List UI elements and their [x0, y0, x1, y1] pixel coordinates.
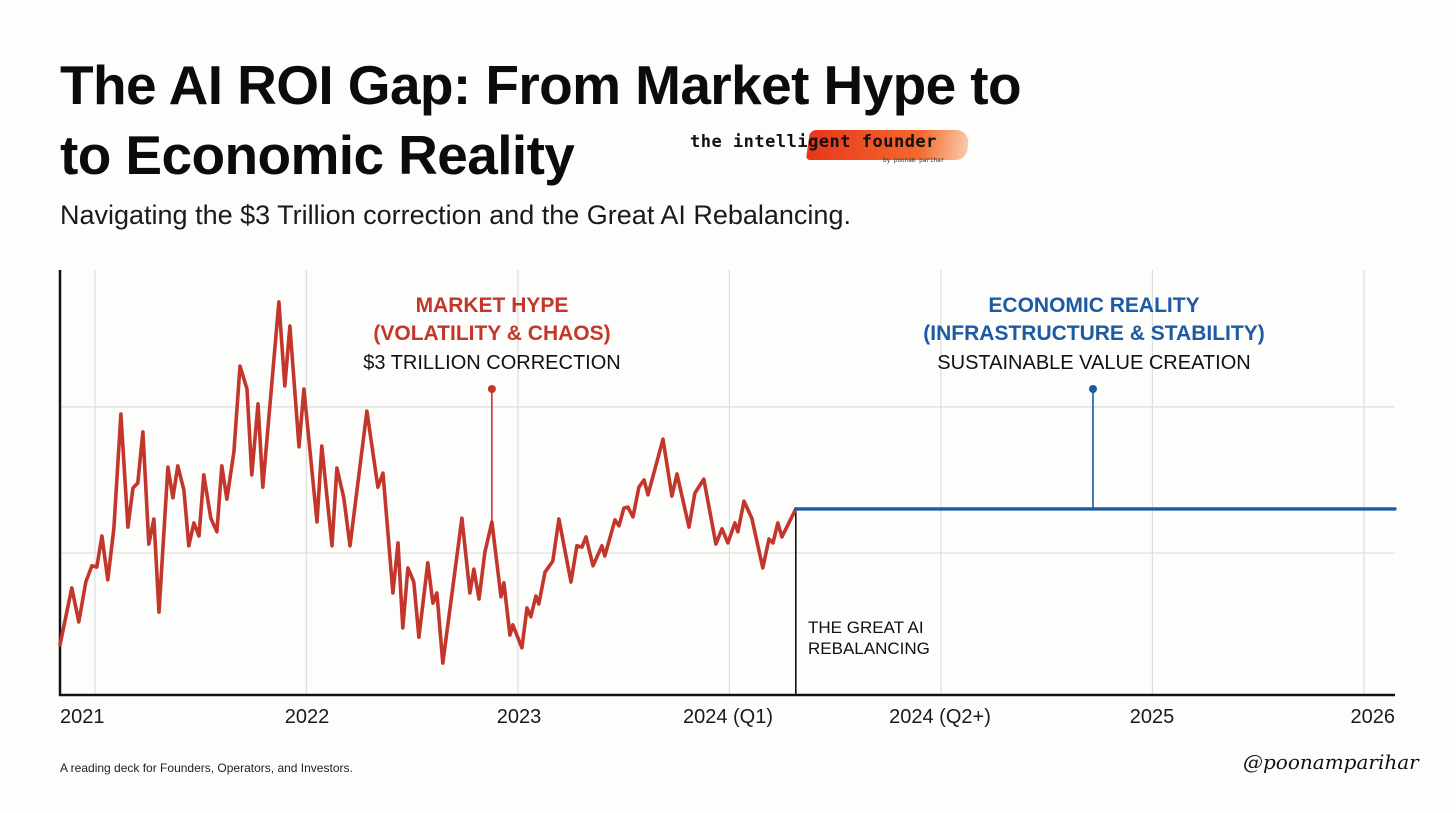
footer-note: A reading deck for Founders, Operators, … [60, 761, 353, 775]
annotation-pin-dot [487, 385, 496, 393]
x-tick-label: 2026 [1350, 706, 1396, 728]
annotation-heading: (VOLATILITY & CHAOS) [373, 322, 611, 345]
x-tick-label: 2021 [60, 706, 105, 728]
page-title-line-2: to Economic Reality [60, 124, 575, 186]
x-tick-label: 2022 [284, 706, 330, 728]
x-tick-label: 2023 [496, 706, 542, 728]
annotation-subtext: $3 TRILLION CORRECTION [363, 352, 621, 374]
page-subtitle: Navigating the $3 Trillion correction an… [60, 200, 851, 230]
x-tick-label: 2025 [1129, 706, 1175, 728]
annotation-pin-dot [1088, 385, 1097, 393]
x-tick-label: 2024 (Q1) [682, 706, 774, 728]
author-signature: @poonamparihar [1243, 750, 1419, 774]
annotation-economic-reality: ECONOMIC REALITY (INFRASTRUCTURE & STABI… [923, 292, 1264, 375]
annotation-heading: ECONOMIC REALITY [988, 294, 1200, 317]
brand-logo: the intelligent founder by poonam pariha… [688, 128, 972, 166]
annotation-heading: MARKET HYPE [415, 294, 569, 317]
logo-byline: by poonam parihar [883, 157, 945, 164]
page-title-line-1: The AI ROI Gap: From Market Hype to [60, 54, 1022, 116]
logo-wordmark: the intelligent founder [690, 132, 937, 152]
annotation-line: THE GREAT AI [808, 618, 924, 637]
annotation-great-rebalancing: THE GREAT AI REBALANCING [808, 617, 930, 659]
annotation-market-hype: MARKET HYPE (VOLATILITY & CHAOS) $3 TRIL… [363, 292, 620, 375]
x-tick-label: 2024 (Q2+) [889, 706, 991, 728]
annotation-subtext: SUSTAINABLE VALUE CREATION [937, 352, 1251, 374]
series-line-market-hype [58, 300, 798, 665]
annotation-heading: (INFRASTRUCTURE & STABILITY) [923, 322, 1265, 345]
annotation-line: REBALANCING [808, 639, 930, 658]
